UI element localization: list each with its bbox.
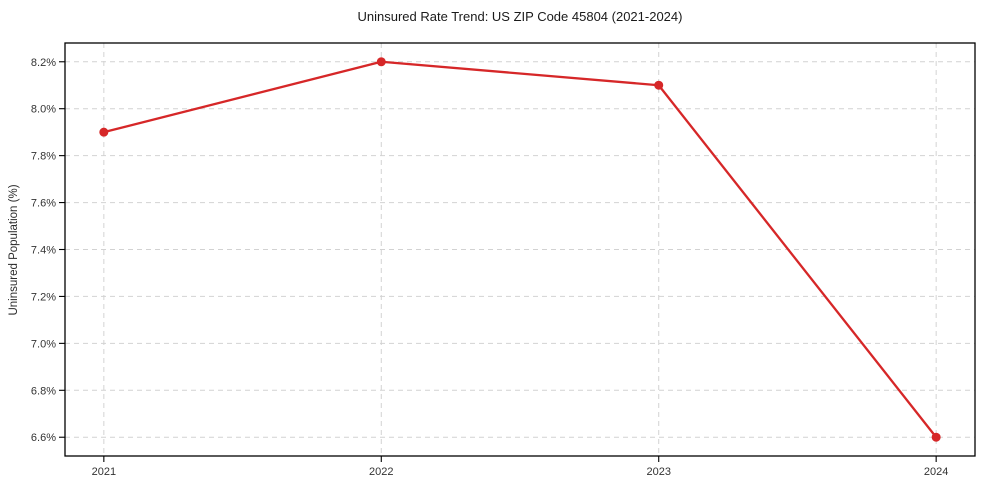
data-point [99,127,109,137]
x-tick-label: 2021 [92,466,116,478]
x-tick-label: 2024 [924,466,948,478]
y-tick-label: 7.2% [31,291,56,303]
y-tick-label: 6.8% [31,385,56,397]
trend-line [102,60,938,439]
y-tick-label: 6.6% [31,432,56,444]
y-tick-label: 8.2% [31,57,56,69]
y-tick-label: 7.8% [31,151,56,163]
x-tick-label: 2022 [369,466,393,478]
y-tick-label: 8.0% [31,104,56,116]
data-point [931,432,941,442]
data-point [654,80,664,90]
x-tick-label: 2023 [646,466,670,478]
chart-title: Uninsured Rate Trend: US ZIP Code 45804 … [357,9,683,24]
plot-border [64,42,976,457]
y-tick-label: 7.6% [31,198,56,210]
data-point [376,57,386,67]
y-tick-label: 7.0% [31,338,56,350]
y-tick-label: 7.4% [31,245,56,257]
